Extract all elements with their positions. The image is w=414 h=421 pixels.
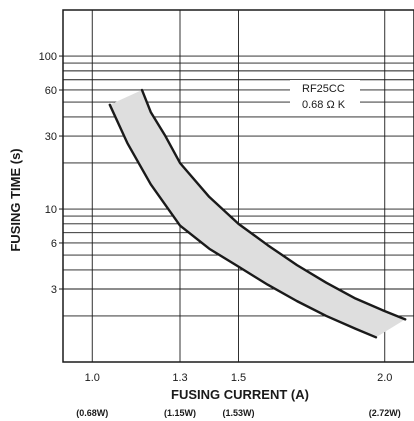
power-label: (2.72W): [369, 408, 401, 418]
y-tick-label: 10: [45, 204, 57, 216]
y-tick-label: 30: [45, 131, 57, 143]
annotation-model: RF25CC: [302, 83, 345, 95]
power-label: (1.53W): [222, 408, 254, 418]
plot-frame: [62, 9, 414, 363]
x-tick-label: 1.5: [231, 372, 246, 384]
y-axis-title: FUSING TIME (s): [8, 148, 23, 251]
power-label: (1.15W): [164, 408, 196, 418]
x-axis-title: FUSING CURRENT (A): [171, 387, 309, 402]
annotation-resistance: 0.68 Ω K: [302, 99, 346, 111]
y-tick-labels: 100 60 30 10 6 3: [39, 51, 63, 296]
y-tick-label: 60: [45, 85, 57, 97]
x-tick-label: 1.3: [172, 372, 187, 384]
fusing-band-fill: [109, 89, 406, 338]
x-tick-labels: 1.0 1.3 1.5 2.0: [85, 372, 393, 384]
y-tick-label: 6: [51, 238, 57, 250]
curve-upper-bound: [140, 88, 407, 321]
y-tick-label: 100: [39, 51, 57, 63]
x-tick-label: 2.0: [377, 372, 392, 384]
power-label: (0.68W): [76, 408, 108, 418]
y-tick-label: 3: [51, 284, 57, 296]
x-tick-label: 1.0: [85, 372, 100, 384]
curve-lower-bound: [108, 103, 378, 339]
annotation-bg: [290, 80, 360, 116]
power-labels: (0.68W) (1.15W) (1.53W) (2.72W): [76, 408, 401, 418]
curves: [108, 88, 407, 339]
